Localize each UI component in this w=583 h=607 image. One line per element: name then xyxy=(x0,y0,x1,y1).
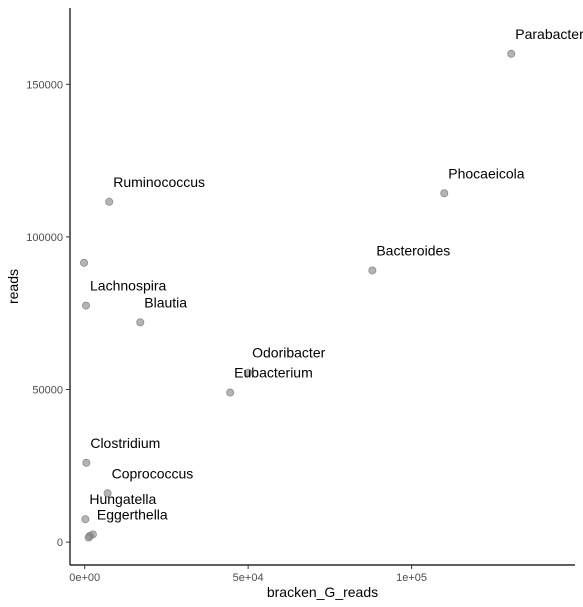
point-label: Odoribacter xyxy=(252,345,325,361)
y-tick-label: 100000 xyxy=(26,232,63,244)
point-label: Bacteroides xyxy=(376,242,450,258)
x-tick-label: 5e+04 xyxy=(233,572,264,584)
point-label: Eubacterium xyxy=(234,365,313,381)
point-label: Ruminococcus xyxy=(113,174,205,190)
y-axis-title: reads xyxy=(5,269,21,304)
data-point xyxy=(81,515,90,524)
point-label: Hungatella xyxy=(89,491,156,507)
point-label: Lachnospira xyxy=(90,278,166,294)
y-tick-label: 50000 xyxy=(32,385,63,397)
x-tick-label: 0e+00 xyxy=(69,572,100,584)
data-point xyxy=(244,368,253,377)
data-point xyxy=(82,301,91,310)
data-point xyxy=(105,197,114,206)
labels-layer: Parabacteroides Phocaeicola Bacteroides Rum… xyxy=(89,26,583,523)
point-label: Phocaeicola xyxy=(448,165,524,181)
point-label: Clostridium xyxy=(90,435,160,451)
point-label: Coprococcus xyxy=(112,465,194,481)
data-point xyxy=(80,258,89,267)
y-tick-label: 0 xyxy=(57,537,63,549)
x-tick-label: 1e+05 xyxy=(396,572,427,584)
data-point xyxy=(84,533,93,542)
data-point xyxy=(507,49,516,58)
point-label: Blautia xyxy=(144,294,187,310)
points-layer xyxy=(80,49,516,542)
data-point xyxy=(368,266,377,275)
point-label: Eggerthella xyxy=(97,506,168,522)
y-tick-label: 150000 xyxy=(26,79,63,91)
data-point xyxy=(103,489,112,498)
data-point xyxy=(226,388,235,397)
data-point xyxy=(440,189,449,198)
data-point xyxy=(136,318,145,327)
axes-layer: 0 50000 100000 150000 0e+00 5e+04 1e+05 xyxy=(26,8,575,584)
data-point xyxy=(82,458,91,467)
x-axis-title: bracken_G_reads xyxy=(267,584,378,600)
point-label: Parabacteroides xyxy=(515,26,583,42)
